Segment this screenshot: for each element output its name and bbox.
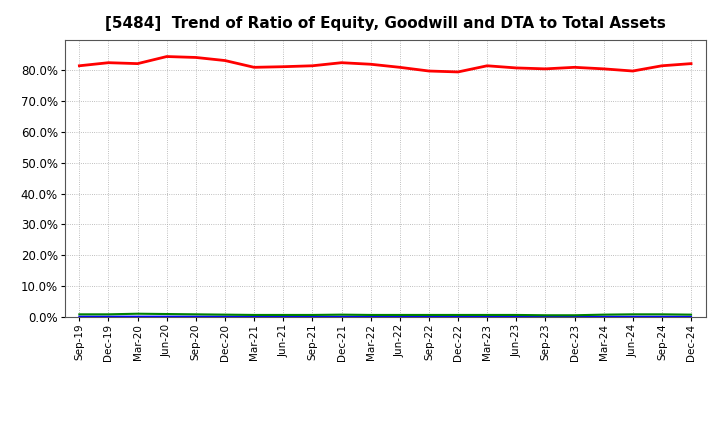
Goodwill bbox=[104, 314, 113, 319]
Goodwill bbox=[308, 314, 317, 319]
Deferred Tax Assets bbox=[541, 312, 550, 318]
Title: [5484]  Trend of Ratio of Equity, Goodwill and DTA to Total Assets: [5484] Trend of Ratio of Equity, Goodwil… bbox=[105, 16, 665, 32]
Equity bbox=[192, 55, 200, 60]
Equity bbox=[629, 68, 637, 73]
Goodwill bbox=[133, 314, 142, 319]
Goodwill bbox=[629, 314, 637, 319]
Deferred Tax Assets bbox=[483, 312, 492, 318]
Equity bbox=[483, 63, 492, 68]
Equity bbox=[75, 63, 84, 68]
Goodwill bbox=[279, 314, 287, 319]
Deferred Tax Assets bbox=[279, 312, 287, 318]
Equity bbox=[133, 61, 142, 66]
Goodwill bbox=[541, 314, 550, 319]
Deferred Tax Assets bbox=[425, 312, 433, 318]
Deferred Tax Assets bbox=[629, 312, 637, 317]
Deferred Tax Assets bbox=[308, 312, 317, 318]
Equity bbox=[425, 68, 433, 73]
Deferred Tax Assets bbox=[163, 312, 171, 317]
Equity bbox=[250, 65, 258, 70]
Goodwill bbox=[570, 314, 579, 319]
Equity bbox=[279, 64, 287, 70]
Goodwill bbox=[599, 314, 608, 319]
Goodwill bbox=[687, 314, 696, 319]
Deferred Tax Assets bbox=[395, 312, 404, 318]
Deferred Tax Assets bbox=[599, 312, 608, 317]
Goodwill bbox=[75, 314, 84, 319]
Equity bbox=[657, 63, 666, 68]
Goodwill bbox=[425, 314, 433, 319]
Goodwill bbox=[220, 314, 229, 319]
Deferred Tax Assets bbox=[570, 312, 579, 318]
Goodwill bbox=[366, 314, 375, 319]
Deferred Tax Assets bbox=[512, 312, 521, 318]
Equity bbox=[163, 54, 171, 59]
Deferred Tax Assets bbox=[192, 312, 200, 317]
Goodwill bbox=[337, 314, 346, 319]
Deferred Tax Assets bbox=[657, 312, 666, 317]
Deferred Tax Assets bbox=[75, 312, 84, 317]
Deferred Tax Assets bbox=[687, 312, 696, 317]
Equity bbox=[512, 65, 521, 70]
Deferred Tax Assets bbox=[337, 312, 346, 317]
Equity bbox=[337, 60, 346, 65]
Equity bbox=[570, 65, 579, 70]
Deferred Tax Assets bbox=[133, 311, 142, 316]
Goodwill bbox=[192, 314, 200, 319]
Deferred Tax Assets bbox=[454, 312, 462, 318]
Goodwill bbox=[512, 314, 521, 319]
Equity bbox=[599, 66, 608, 71]
Deferred Tax Assets bbox=[220, 312, 229, 317]
Line: Equity: Equity bbox=[79, 56, 691, 72]
Line: Deferred Tax Assets: Deferred Tax Assets bbox=[79, 314, 691, 315]
Equity bbox=[366, 62, 375, 67]
Deferred Tax Assets bbox=[366, 312, 375, 318]
Goodwill bbox=[163, 314, 171, 319]
Deferred Tax Assets bbox=[104, 312, 113, 317]
Equity bbox=[687, 61, 696, 66]
Equity bbox=[395, 65, 404, 70]
Goodwill bbox=[395, 314, 404, 319]
Equity bbox=[454, 69, 462, 74]
Equity bbox=[220, 58, 229, 63]
Deferred Tax Assets bbox=[250, 312, 258, 318]
Goodwill bbox=[454, 314, 462, 319]
Equity bbox=[308, 63, 317, 68]
Equity bbox=[541, 66, 550, 71]
Goodwill bbox=[250, 314, 258, 319]
Goodwill bbox=[657, 314, 666, 319]
Goodwill bbox=[483, 314, 492, 319]
Equity bbox=[104, 60, 113, 65]
